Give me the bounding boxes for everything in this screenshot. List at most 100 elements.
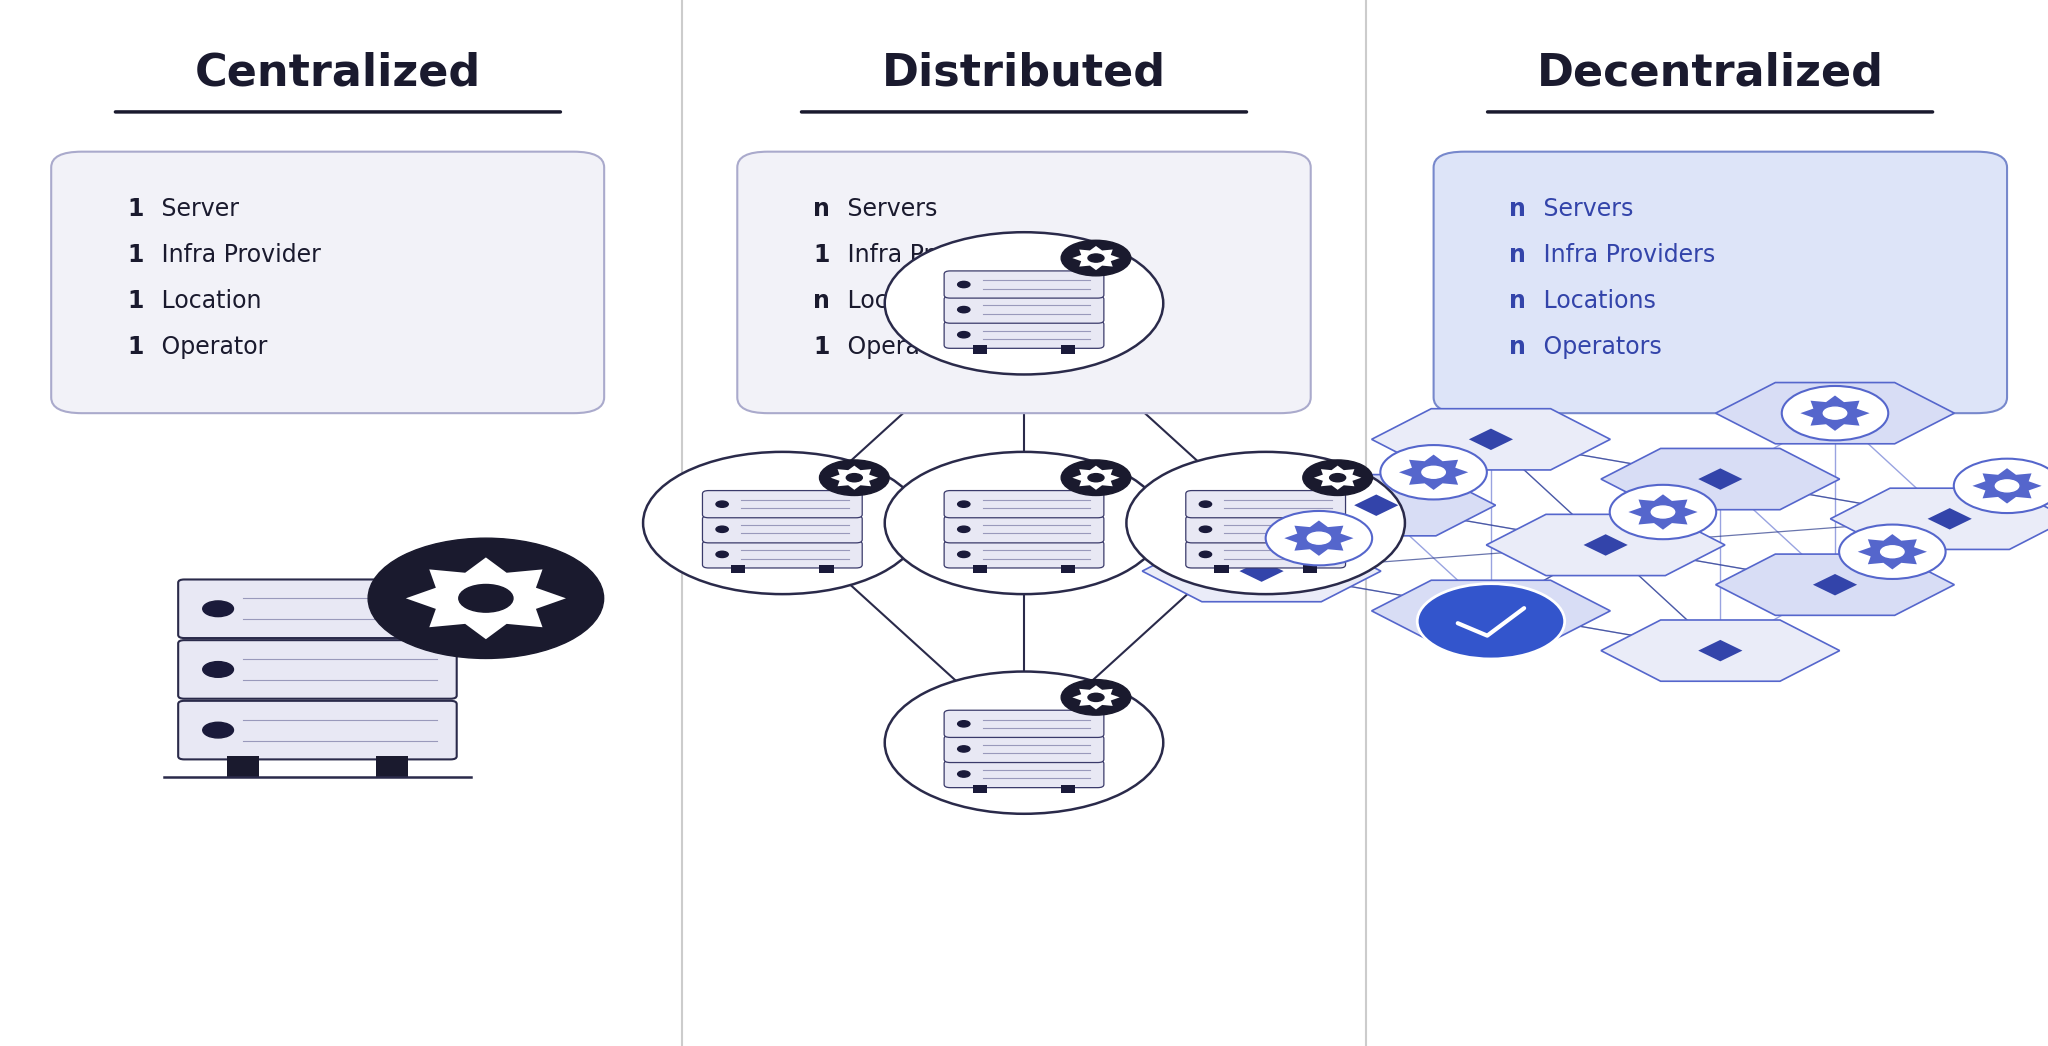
Circle shape — [203, 600, 233, 617]
Text: 1: 1 — [127, 243, 143, 267]
FancyBboxPatch shape — [944, 491, 1104, 518]
FancyBboxPatch shape — [944, 321, 1104, 348]
FancyBboxPatch shape — [1061, 345, 1075, 354]
Polygon shape — [1372, 409, 1610, 470]
FancyBboxPatch shape — [944, 760, 1104, 788]
FancyBboxPatch shape — [1434, 152, 2007, 413]
FancyBboxPatch shape — [944, 541, 1104, 568]
Circle shape — [1610, 484, 1716, 540]
Circle shape — [1061, 241, 1130, 276]
Text: n: n — [813, 289, 829, 313]
Polygon shape — [1399, 455, 1468, 490]
Polygon shape — [1698, 640, 1743, 661]
Circle shape — [846, 474, 862, 482]
Polygon shape — [1602, 449, 1839, 509]
FancyBboxPatch shape — [944, 516, 1104, 543]
Polygon shape — [1468, 600, 1513, 621]
FancyBboxPatch shape — [1303, 565, 1317, 573]
Text: Operator: Operator — [154, 335, 266, 359]
Polygon shape — [1257, 475, 1495, 536]
Polygon shape — [1800, 395, 1870, 431]
FancyBboxPatch shape — [178, 640, 457, 699]
FancyBboxPatch shape — [1061, 784, 1075, 793]
Polygon shape — [1812, 403, 1858, 424]
Circle shape — [1087, 254, 1104, 263]
Polygon shape — [1583, 535, 1628, 555]
Circle shape — [1061, 460, 1130, 496]
Text: Locations: Locations — [840, 289, 961, 313]
Circle shape — [717, 501, 729, 507]
Polygon shape — [1372, 581, 1610, 641]
Circle shape — [1266, 511, 1372, 565]
Circle shape — [203, 662, 233, 678]
Circle shape — [958, 332, 971, 338]
FancyBboxPatch shape — [375, 756, 408, 777]
Text: Infra Provider: Infra Provider — [154, 243, 319, 267]
FancyBboxPatch shape — [944, 296, 1104, 323]
Circle shape — [958, 526, 971, 532]
Circle shape — [1651, 506, 1675, 518]
Polygon shape — [1143, 541, 1380, 601]
FancyBboxPatch shape — [944, 710, 1104, 737]
Text: Distributed: Distributed — [883, 51, 1165, 95]
Circle shape — [203, 722, 233, 738]
Circle shape — [1303, 460, 1372, 496]
Polygon shape — [1716, 554, 1954, 615]
Circle shape — [717, 526, 729, 532]
Circle shape — [1823, 407, 1847, 419]
FancyBboxPatch shape — [819, 565, 834, 573]
FancyBboxPatch shape — [178, 701, 457, 759]
Polygon shape — [1239, 561, 1284, 582]
Polygon shape — [1073, 685, 1120, 709]
Circle shape — [885, 452, 1163, 594]
Polygon shape — [1858, 535, 1927, 569]
Text: Server: Server — [154, 197, 240, 221]
Circle shape — [958, 306, 971, 313]
FancyBboxPatch shape — [973, 345, 987, 354]
Circle shape — [958, 501, 971, 507]
Circle shape — [459, 585, 512, 612]
Text: Locations: Locations — [1536, 289, 1657, 313]
Circle shape — [1126, 452, 1405, 594]
Circle shape — [958, 721, 971, 727]
Circle shape — [1417, 584, 1565, 659]
FancyBboxPatch shape — [944, 271, 1104, 298]
FancyBboxPatch shape — [1214, 565, 1229, 573]
Polygon shape — [1468, 429, 1513, 450]
Text: Operator: Operator — [840, 335, 952, 359]
FancyBboxPatch shape — [737, 152, 1311, 413]
Circle shape — [1087, 693, 1104, 702]
Polygon shape — [406, 558, 565, 639]
FancyBboxPatch shape — [973, 784, 987, 793]
FancyBboxPatch shape — [1186, 491, 1346, 518]
Circle shape — [643, 452, 922, 594]
Circle shape — [958, 771, 971, 777]
FancyBboxPatch shape — [731, 565, 745, 573]
FancyBboxPatch shape — [1061, 565, 1075, 573]
FancyBboxPatch shape — [1186, 541, 1346, 568]
Polygon shape — [1972, 469, 2042, 503]
Circle shape — [1421, 467, 1446, 478]
FancyBboxPatch shape — [973, 565, 987, 573]
Text: Servers: Servers — [840, 197, 938, 221]
Polygon shape — [1073, 246, 1120, 270]
Text: Centralized: Centralized — [195, 51, 481, 95]
Circle shape — [1880, 546, 1905, 558]
Polygon shape — [1927, 508, 1972, 529]
Polygon shape — [831, 465, 879, 490]
FancyBboxPatch shape — [944, 735, 1104, 763]
Circle shape — [1954, 459, 2048, 514]
FancyBboxPatch shape — [51, 152, 604, 413]
Polygon shape — [1073, 465, 1120, 490]
Circle shape — [1329, 474, 1346, 482]
FancyBboxPatch shape — [702, 516, 862, 543]
Text: 1: 1 — [813, 243, 829, 267]
Circle shape — [1200, 501, 1212, 507]
Polygon shape — [1284, 521, 1354, 555]
Text: n: n — [1509, 243, 1526, 267]
Polygon shape — [1698, 469, 1743, 490]
Circle shape — [1200, 526, 1212, 532]
Text: Infra Provider: Infra Provider — [840, 243, 1006, 267]
Circle shape — [958, 746, 971, 752]
Text: Infra Providers: Infra Providers — [1536, 243, 1716, 267]
